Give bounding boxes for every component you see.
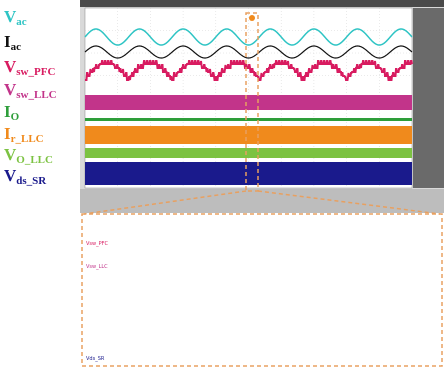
- trace-band: [85, 95, 412, 110]
- label-main: V: [4, 145, 17, 164]
- trace: [84, 45, 413, 59]
- label-sub: r_LLC: [10, 133, 44, 145]
- signal-label: VO_LLC: [4, 146, 53, 169]
- label-main: V: [4, 80, 17, 99]
- signal-label: Vac: [4, 8, 27, 31]
- label-sub: sw_PFC: [16, 66, 56, 78]
- trace-band: [85, 162, 412, 185]
- channel-tag: Vds_SR: [86, 356, 105, 362]
- label-sub: ds_SR: [16, 175, 47, 187]
- zoom-link: [83, 190, 247, 215]
- label-main: I: [4, 102, 11, 121]
- label-main: I: [4, 124, 11, 143]
- traces: [83, 28, 441, 363]
- label-main: V: [4, 57, 17, 76]
- signal-label: Iac: [4, 33, 21, 56]
- signal-label: IO: [4, 103, 19, 126]
- toolbar: [80, 189, 444, 213]
- trace-band: [85, 118, 412, 121]
- zoom-window: [245, 12, 259, 192]
- signal-label: Vsw_LLC: [4, 81, 57, 104]
- label-main: V: [4, 166, 17, 185]
- label-sub: O_LLC: [16, 154, 53, 166]
- trace-band: [85, 126, 412, 144]
- label-sub: ac: [10, 41, 22, 53]
- channel-tag: Vsw_PFC: [86, 241, 109, 247]
- label-main: V: [4, 7, 17, 26]
- label-sub: sw_LLC: [16, 89, 57, 101]
- trace: [84, 28, 413, 46]
- label-sub: O: [10, 111, 20, 123]
- channel-tag: Vsw_LLC: [86, 264, 108, 270]
- trigger-marker: [249, 15, 255, 21]
- label-sub: ac: [16, 16, 27, 28]
- signal-label: Ir_LLC: [4, 125, 44, 148]
- label-main: I: [4, 32, 11, 51]
- trace: [85, 60, 413, 81]
- zoom-panel: [81, 213, 443, 367]
- signal-label: Vsw_PFC: [4, 58, 55, 81]
- side-panel: [413, 8, 444, 188]
- zoom-link: [257, 190, 441, 215]
- menu-bar: [80, 0, 444, 7]
- trace-band: [85, 148, 412, 158]
- signal-label: Vds_SR: [4, 167, 46, 190]
